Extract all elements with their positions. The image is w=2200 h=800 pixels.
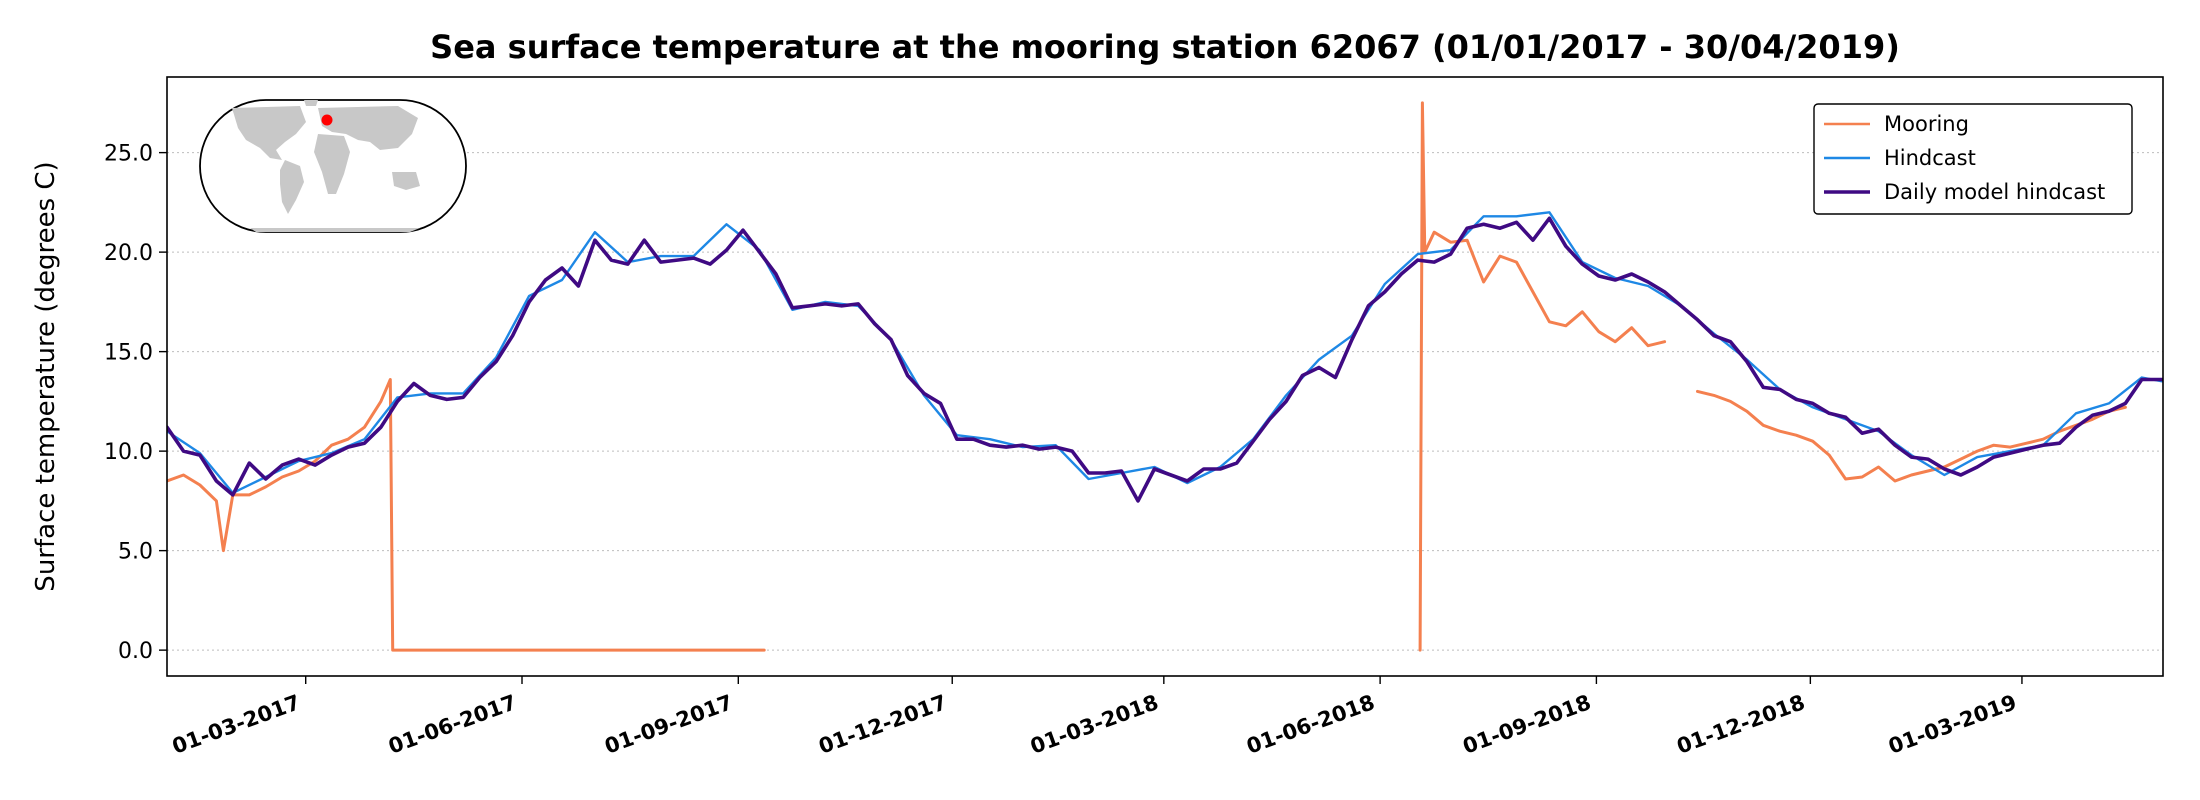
x-tick-label: 01-06-2017 xyxy=(385,690,519,758)
grid-lines xyxy=(167,152,2163,651)
x-tick-label: 01-03-2019 xyxy=(1885,690,2019,758)
x-tick-label: 01-09-2018 xyxy=(1460,690,1594,758)
series-layer xyxy=(167,101,2163,652)
x-tick-label: 01-06-2018 xyxy=(1243,690,1377,758)
y-axis-ticks: 0.0 5.0 10.0 15.0 20.0 25.0 xyxy=(104,142,167,664)
x-tick-label: 01-03-2018 xyxy=(1027,690,1161,758)
x-tick-label: 01-03-2017 xyxy=(169,690,303,758)
y-tick-label: 25.0 xyxy=(104,142,153,167)
world-map-inset xyxy=(199,99,467,233)
x-tick-label: 01-12-2017 xyxy=(816,690,950,758)
y-tick-label: 20.0 xyxy=(104,241,153,266)
y-tick-label: 5.0 xyxy=(118,540,153,565)
continents xyxy=(232,100,420,232)
legend-box xyxy=(1813,103,2133,215)
legend: Mooring Hindcast Daily model hindcast xyxy=(1813,103,2133,215)
station-marker xyxy=(321,114,333,126)
chart-title: Sea surface temperature at the mooring s… xyxy=(430,28,1900,66)
plot-frame xyxy=(166,76,2164,677)
legend-label: Daily model hindcast xyxy=(1884,180,2105,204)
legend-label: Mooring xyxy=(1884,112,1969,136)
x-tick-label: 01-12-2018 xyxy=(1674,690,1808,758)
x-axis-ticks: 01-03-2017 01-06-2017 01-09-2017 01-12-2017… xyxy=(169,676,2023,759)
y-axis-label: Surface temperature (degrees C) xyxy=(31,161,61,591)
x-tick-label: 01-09-2017 xyxy=(602,690,736,758)
legend-label: Hindcast xyxy=(1884,146,1976,170)
series-line-daily-model-hindcast xyxy=(167,216,2163,503)
y-tick-label: 15.0 xyxy=(104,341,153,366)
y-tick-label: 10.0 xyxy=(104,440,153,465)
y-tick-label: 0.0 xyxy=(118,639,153,664)
